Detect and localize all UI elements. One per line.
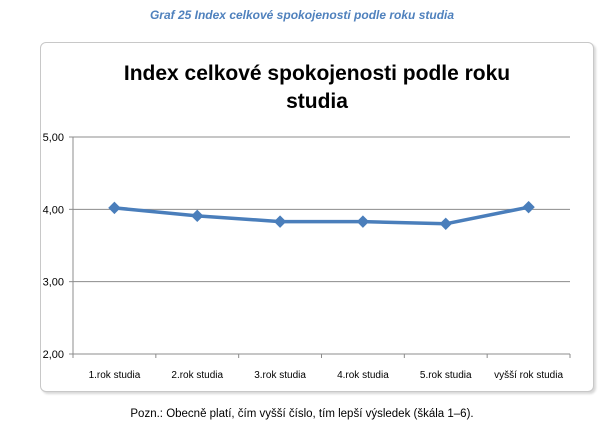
footnote: Pozn.: Obecně platí, čím vyšší číslo, tí…	[130, 408, 474, 420]
chart-title: Index celkové spokojenosti podle roku st…	[40, 60, 594, 116]
x-tick-label-5: vyšší rok studia	[494, 370, 563, 381]
figure-caption: Graf 25 Index celkové spokojenosti podle…	[149, 8, 455, 22]
x-tick-label-0: 1.rok studia	[89, 370, 141, 381]
data-point-0-2	[273, 215, 287, 228]
x-tick-label-4: 5.rok studia	[420, 370, 472, 381]
data-point-0-3	[356, 215, 370, 228]
chart-frame	[40, 42, 594, 392]
data-point-0-1	[191, 209, 204, 223]
x-tick-label-2: 3.rok studia	[254, 370, 306, 381]
y-tick-label-0: 2,00	[43, 349, 64, 361]
data-point-0-4	[439, 217, 452, 231]
chart-title-line-2: studia	[286, 90, 348, 113]
x-tick-label-3: 4.rok studia	[337, 370, 389, 381]
y-tick-label-3: 5,00	[43, 132, 64, 144]
chart-title-line-1: Index celkové spokojenosti podle roku	[123, 62, 511, 85]
series-line-0	[112, 205, 531, 226]
data-point-0-5	[522, 200, 535, 214]
y-tick-label-1: 3,00	[43, 277, 64, 289]
y-tick-label-2: 4,00	[43, 204, 64, 216]
x-tick-label-1: 2.rok studia	[171, 370, 223, 381]
data-point-0-0	[108, 201, 121, 215]
